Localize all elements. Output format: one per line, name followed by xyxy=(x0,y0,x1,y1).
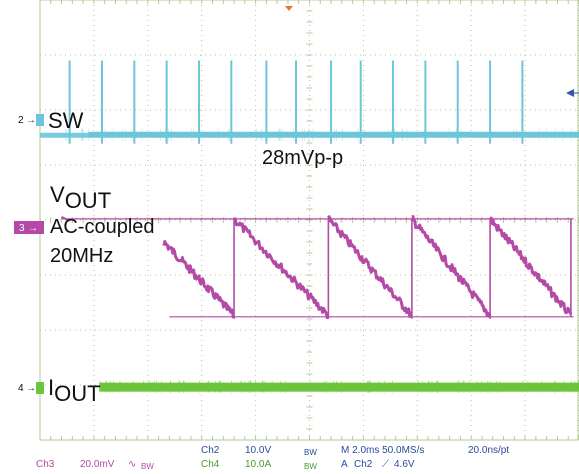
status-timebase: M 2.0ms 50.0MS/s xyxy=(341,445,425,456)
graticule-border xyxy=(39,0,579,441)
vout-ramp xyxy=(232,217,330,320)
status-ch3-symbol: ∿ xyxy=(128,459,137,470)
vout-label: VOUT xyxy=(50,182,111,213)
status-sample-interval: 20.0ns/pt xyxy=(468,445,510,456)
vout-ramp xyxy=(489,216,573,315)
vout-label-main: V xyxy=(50,182,65,207)
status-ch4-scale: 10.0A xyxy=(245,459,272,470)
vout-coupling-label: AC-coupled xyxy=(50,216,155,238)
iout-label-subscript: OUT xyxy=(54,381,100,406)
vout-ramp xyxy=(162,240,236,319)
channel-2-swatch xyxy=(36,114,44,126)
vout-marker-tick xyxy=(61,216,71,222)
vout-bandwidth-label: 20MHz xyxy=(50,245,113,267)
ripple-label: 28mVp-p xyxy=(262,147,343,169)
channel-2-number: 2 xyxy=(18,115,24,126)
status-trigger-mode: A xyxy=(341,459,348,470)
iout-label: IOUT xyxy=(48,375,101,406)
status-trigger-level: 4.6V xyxy=(394,459,415,470)
status-ch3-scale: 20.0mV xyxy=(80,459,115,470)
channel-3-marker[interactable]: 3 → xyxy=(14,221,44,234)
status-ch4-bw: BW xyxy=(304,462,317,471)
sw-label: SW xyxy=(48,108,84,133)
vout-ramp xyxy=(411,215,492,319)
status-ch3-label: Ch3 xyxy=(36,459,55,470)
vout-ramp xyxy=(327,214,413,318)
status-ch3-bw: BW xyxy=(141,462,154,471)
status-ch2-label: Ch2 xyxy=(201,445,220,456)
channel-2-marker[interactable]: 2 → xyxy=(18,114,44,126)
sw-trace-baseline-left xyxy=(40,132,89,138)
trigger-level-arrow-icon xyxy=(566,89,574,97)
channel-4-swatch xyxy=(36,382,44,394)
status-ch4-label: Ch4 xyxy=(201,459,220,470)
sw-trace-baseline xyxy=(88,131,579,138)
vout-label-subscript: OUT xyxy=(65,188,111,213)
status-trigger-edge-icon: ⟋ xyxy=(382,459,389,470)
trigger-position-marker xyxy=(285,6,293,11)
status-ch2-scale: 10.0V xyxy=(245,445,272,456)
graticule xyxy=(39,0,579,441)
channel-4-marker[interactable]: 4 → xyxy=(18,382,44,394)
arrow-right-icon: → xyxy=(26,115,36,126)
waveform-traces xyxy=(40,60,579,393)
channel-4-number: 4 xyxy=(18,383,24,394)
status-ch2-bw: BW xyxy=(304,448,317,457)
iout-trace xyxy=(99,382,579,392)
iout-label-main: I xyxy=(48,375,54,400)
status-trigger-source: Ch2 xyxy=(354,459,373,470)
channel-3-number: 3 xyxy=(19,223,25,234)
arrow-right-icon: → xyxy=(26,383,36,394)
arrow-right-icon: → xyxy=(28,223,38,234)
channel-3-swatch xyxy=(14,221,44,234)
